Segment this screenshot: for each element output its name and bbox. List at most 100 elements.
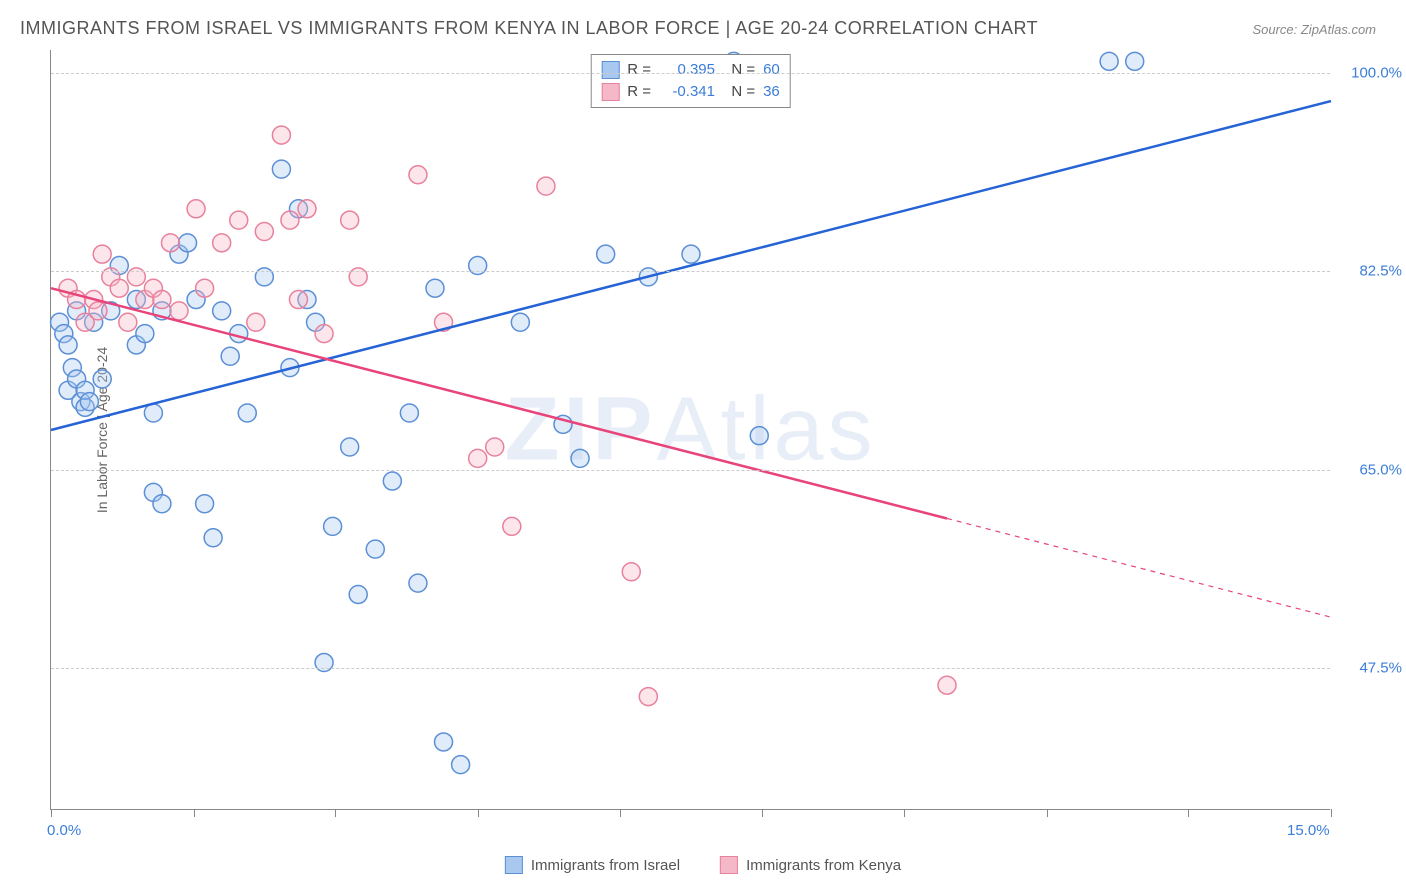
- data-point: [426, 279, 444, 297]
- data-point: [571, 449, 589, 467]
- data-point: [622, 563, 640, 581]
- legend-r-label: R =: [627, 81, 651, 103]
- legend-n-value: 36: [763, 81, 780, 103]
- data-point: [597, 245, 615, 263]
- data-point: [341, 211, 359, 229]
- data-point: [213, 234, 231, 252]
- data-point: [366, 540, 384, 558]
- legend-swatch-icon: [505, 856, 523, 874]
- data-point: [136, 325, 154, 343]
- x-tick: [194, 809, 195, 817]
- data-point: [315, 325, 333, 343]
- data-point: [196, 495, 214, 513]
- legend-row: R = 0.395 N = 60: [601, 59, 780, 81]
- data-point: [682, 245, 700, 263]
- data-point: [119, 313, 137, 331]
- data-point: [383, 472, 401, 490]
- data-point: [298, 200, 316, 218]
- legend-n-value: 60: [763, 59, 780, 81]
- data-point: [503, 517, 521, 535]
- data-point: [80, 393, 98, 411]
- x-tick-label: 15.0%: [1287, 822, 1330, 839]
- data-point: [511, 313, 529, 331]
- data-point: [272, 160, 290, 178]
- gridline: [51, 668, 1330, 669]
- data-point: [170, 302, 188, 320]
- y-tick-label: 82.5%: [1359, 263, 1402, 280]
- data-point: [639, 688, 657, 706]
- data-point: [247, 313, 265, 331]
- legend-swatch-icon: [601, 61, 619, 79]
- x-tick: [1047, 809, 1048, 817]
- data-point: [537, 177, 555, 195]
- data-point: [89, 302, 107, 320]
- legend-n-label: N =: [723, 59, 755, 81]
- legend-row: R = -0.341 N = 36: [601, 81, 780, 103]
- trend-line: [51, 101, 1331, 430]
- series-name: Immigrants from Israel: [531, 857, 680, 874]
- x-tick: [904, 809, 905, 817]
- data-point: [204, 529, 222, 547]
- data-point: [409, 574, 427, 592]
- series-legend-item: Immigrants from Kenya: [720, 856, 901, 874]
- legend-swatch-icon: [720, 856, 738, 874]
- legend-swatch-icon: [601, 83, 619, 101]
- data-point: [341, 438, 359, 456]
- data-point: [230, 211, 248, 229]
- data-point: [486, 438, 504, 456]
- data-point: [289, 291, 307, 309]
- legend-n-label: N =: [723, 81, 755, 103]
- series-name: Immigrants from Kenya: [746, 857, 901, 874]
- x-tick-label: 0.0%: [47, 822, 81, 839]
- data-point: [93, 245, 111, 263]
- legend-r-value: 0.395: [659, 59, 715, 81]
- gridline: [51, 73, 1330, 74]
- data-point: [1126, 52, 1144, 70]
- data-point: [281, 211, 299, 229]
- data-point: [161, 234, 179, 252]
- trend-line-extrapolated: [947, 518, 1331, 617]
- chart-container: IMMIGRANTS FROM ISRAEL VS IMMIGRANTS FRO…: [0, 0, 1406, 892]
- data-point: [144, 404, 162, 422]
- data-point: [435, 733, 453, 751]
- data-point: [400, 404, 418, 422]
- data-point: [469, 449, 487, 467]
- x-tick: [335, 809, 336, 817]
- y-tick-label: 65.0%: [1359, 461, 1402, 478]
- y-tick-label: 100.0%: [1351, 64, 1402, 81]
- series-legend: Immigrants from Israel Immigrants from Ke…: [505, 856, 901, 874]
- series-legend-item: Immigrants from Israel: [505, 856, 680, 874]
- data-point: [221, 347, 239, 365]
- data-point: [324, 517, 342, 535]
- x-tick: [51, 809, 52, 817]
- data-point: [196, 279, 214, 297]
- data-point: [110, 279, 128, 297]
- data-point: [179, 234, 197, 252]
- data-point: [452, 756, 470, 774]
- source-attribution: Source: ZipAtlas.com: [1252, 22, 1376, 37]
- data-point: [750, 427, 768, 445]
- data-point: [255, 222, 273, 240]
- data-point: [213, 302, 231, 320]
- correlation-legend: R = 0.395 N = 60 R = -0.341 N = 36: [590, 54, 791, 108]
- gridline: [51, 271, 1330, 272]
- data-point: [1100, 52, 1118, 70]
- y-tick-label: 47.5%: [1359, 660, 1402, 677]
- data-point: [153, 291, 171, 309]
- plot-area: In Labor Force | Age 20-24 ZIPAtlas R =0…: [50, 50, 1330, 810]
- plot-svg: [51, 50, 1330, 809]
- data-point: [938, 676, 956, 694]
- legend-r-value: -0.341: [659, 81, 715, 103]
- x-tick: [478, 809, 479, 817]
- x-tick: [1331, 809, 1332, 817]
- data-point: [238, 404, 256, 422]
- x-tick: [762, 809, 763, 817]
- data-point: [153, 495, 171, 513]
- legend-r-label: R =: [627, 59, 651, 81]
- data-point: [349, 585, 367, 603]
- chart-title: IMMIGRANTS FROM ISRAEL VS IMMIGRANTS FRO…: [20, 18, 1038, 39]
- gridline: [51, 470, 1330, 471]
- data-point: [409, 166, 427, 184]
- data-point: [59, 336, 77, 354]
- x-tick: [620, 809, 621, 817]
